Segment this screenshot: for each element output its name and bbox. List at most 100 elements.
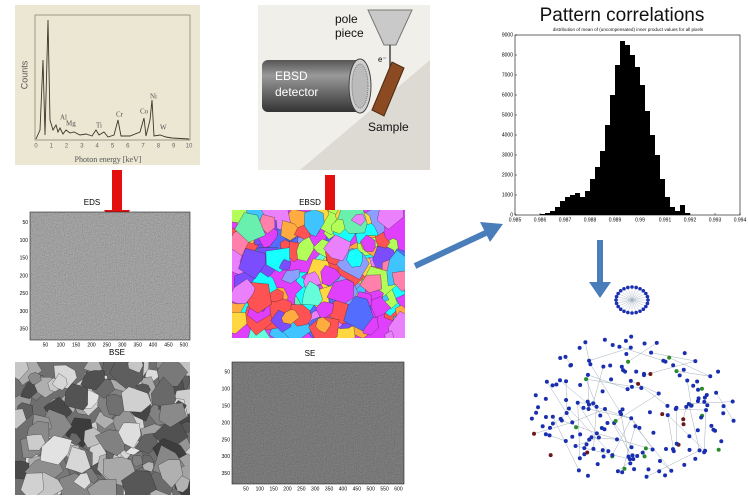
y-tick-label: 1000 [502, 192, 513, 198]
pole-label: piece [335, 26, 364, 40]
node [714, 391, 718, 395]
node [663, 473, 667, 477]
node [696, 399, 700, 403]
edge [616, 394, 659, 422]
node [634, 311, 638, 315]
node [699, 415, 703, 419]
node [608, 363, 612, 367]
histogram-bar [550, 211, 555, 215]
node [646, 467, 650, 471]
node [614, 298, 618, 302]
edge [668, 415, 705, 451]
node [646, 302, 650, 306]
peak-label: W [160, 124, 167, 132]
node [716, 370, 720, 374]
node [578, 432, 582, 436]
node [598, 413, 602, 417]
node [578, 456, 582, 460]
node [695, 379, 699, 383]
node [665, 404, 669, 408]
node [643, 341, 647, 345]
node [674, 406, 678, 410]
node [541, 424, 545, 428]
histogram-bar [670, 207, 675, 215]
histogram-subtitle: distribution of mean of (uncompensated) … [553, 27, 704, 32]
node [626, 360, 630, 364]
node [591, 447, 595, 451]
node [551, 422, 555, 426]
histogram-bar [635, 67, 640, 215]
histogram-bar [625, 45, 630, 215]
map-x-tick: 150 [72, 342, 81, 348]
map-x-tick: 100 [57, 342, 66, 348]
se-texture [232, 362, 404, 484]
node [669, 469, 673, 473]
spectrum-background [15, 5, 200, 165]
node [631, 457, 635, 461]
x-tick-label: 0.994 [734, 217, 747, 223]
node [630, 385, 634, 389]
histogram-bar [685, 213, 690, 215]
spectrum-x-label: Photon energy [keV] [75, 155, 142, 164]
node [615, 295, 619, 299]
node [704, 408, 708, 412]
node [658, 459, 662, 463]
node [570, 435, 574, 439]
edge [578, 403, 580, 458]
histogram-bar [570, 195, 575, 215]
x-tick-label: 0.988 [584, 217, 597, 223]
peak-label: Cr [116, 111, 124, 119]
node [558, 356, 562, 360]
map-y-tick: 300 [222, 454, 231, 460]
node [606, 449, 610, 453]
node [585, 442, 589, 446]
node [565, 411, 569, 415]
histogram-bar [600, 151, 605, 215]
node [644, 292, 648, 296]
map-y-tick: 100 [20, 238, 29, 244]
histogram-bar [610, 95, 615, 215]
map-x-tick: 400 [339, 486, 348, 492]
edge [578, 403, 593, 404]
detector-label: detector [275, 85, 318, 99]
node [614, 419, 618, 423]
node [616, 305, 620, 309]
histogram-bar [560, 201, 565, 215]
edge [689, 402, 733, 404]
node [622, 287, 626, 291]
panel-label: BSE [109, 348, 125, 357]
detector-label: EBSD [275, 69, 308, 83]
node [646, 295, 650, 299]
node [564, 379, 568, 383]
node [638, 287, 642, 291]
node [639, 386, 643, 390]
map-x-tick: 500 [180, 342, 189, 348]
node [586, 474, 590, 478]
node [586, 400, 590, 404]
node [635, 454, 639, 458]
edge [588, 375, 628, 389]
peak-label: Co [140, 108, 149, 116]
map-y-tick: 150 [222, 403, 231, 409]
node [619, 412, 623, 416]
node [551, 383, 555, 387]
histogram-bar [640, 85, 645, 215]
node [578, 383, 582, 387]
node [596, 462, 600, 466]
node [600, 426, 604, 430]
panel-label: EBSD [299, 198, 321, 207]
x-tick-label: 0.99 [635, 217, 645, 223]
spectrum-y-label: Counts [19, 60, 29, 89]
map-y-tick: 200 [222, 420, 231, 426]
node [619, 289, 623, 293]
node [628, 461, 632, 465]
map-y-tick: 50 [22, 220, 28, 226]
node [549, 453, 553, 457]
map-x-tick: 250 [103, 342, 112, 348]
panel-label: EDS [84, 198, 100, 207]
node [620, 365, 624, 369]
x-tick-label: 0.993 [709, 217, 722, 223]
eds-texture [30, 212, 190, 340]
edge [676, 409, 706, 410]
node [703, 449, 707, 453]
